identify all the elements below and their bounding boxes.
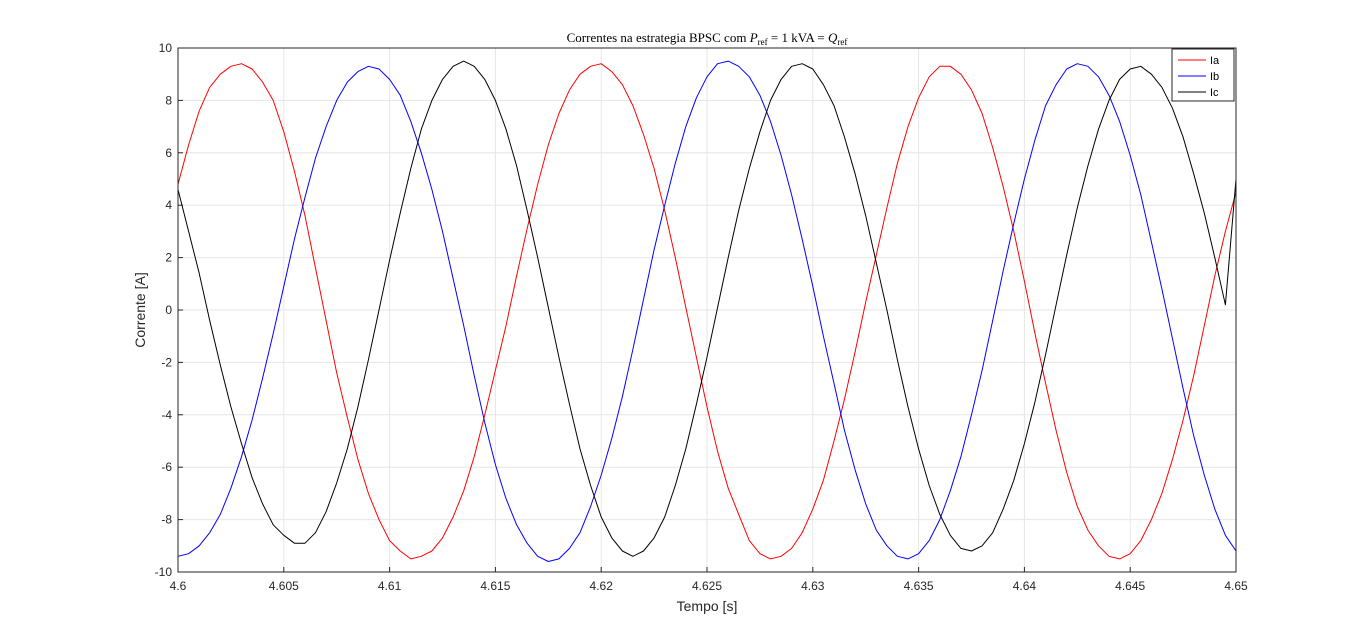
title-q-sub: ref xyxy=(837,37,847,47)
series-layer xyxy=(177,60,1237,562)
chart-title: Correntes na estrategia BPSC com Pref = … xyxy=(567,30,848,47)
title-middle: = 1 kVA = xyxy=(768,30,828,45)
svg-text:Correntes na estrategia BPSC c: Correntes na estrategia BPSC com Pref = … xyxy=(567,30,848,47)
title-q-var: Q xyxy=(828,30,838,45)
series-line-ic xyxy=(177,60,1237,557)
x-tick-label: 4.645 xyxy=(1115,579,1145,593)
x-axis-label: Tempo [s] xyxy=(677,598,738,614)
x-tick-label: 4.625 xyxy=(692,579,722,593)
title-p-sub: ref xyxy=(758,37,768,47)
y-axis-label: Corrente [A] xyxy=(132,272,148,347)
legend-label-ic: Ic xyxy=(1210,87,1219,99)
x-tick-label: 4.62 xyxy=(590,579,614,593)
title-p-var: P xyxy=(749,30,758,45)
series-line-ia xyxy=(177,63,1237,560)
y-tick-label: -6 xyxy=(161,460,172,474)
x-tick-label: 4.65 xyxy=(1224,579,1248,593)
x-tick-label: 4.615 xyxy=(480,579,510,593)
y-tick-label: 8 xyxy=(165,93,172,107)
x-tick-label: 4.63 xyxy=(801,579,825,593)
y-tick-label: -10 xyxy=(155,565,173,579)
x-axis-ticks: 4.6 4.605 4.61 4.615 4.62 4.625 4.63 4.635 4.64 4… xyxy=(170,567,1248,593)
legend: Ia Ib Ic xyxy=(1171,48,1235,102)
x-tick-label: 4.64 xyxy=(1013,579,1037,593)
y-tick-label: -8 xyxy=(161,513,172,527)
x-tick-label: 4.605 xyxy=(269,579,299,593)
legend-label-ia: Ia xyxy=(1210,55,1220,67)
x-tick-label: 4.6 xyxy=(170,579,187,593)
series-line-ib xyxy=(177,60,1237,562)
y-tick-label: 2 xyxy=(165,251,172,265)
y-tick-label: 6 xyxy=(165,146,172,160)
x-tick-label: 4.635 xyxy=(904,579,934,593)
y-tick-label: 4 xyxy=(165,198,172,212)
y-axis-ticks: 10 8 6 4 2 0 -2 -4 -6 -8 -10 xyxy=(155,41,183,579)
y-tick-label: 10 xyxy=(159,41,173,55)
legend-box xyxy=(1171,48,1235,102)
x-tick-label: 4.61 xyxy=(378,579,402,593)
title-prefix: Correntes na estrategia BPSC com xyxy=(567,30,750,45)
plot-area: 4.6 4.605 4.61 4.615 4.62 4.625 4.63 4.635 4.64 4… xyxy=(155,41,1248,593)
legend-label-ib: Ib xyxy=(1210,71,1219,83)
y-tick-label: -2 xyxy=(161,355,172,369)
y-tick-label: -4 xyxy=(161,408,172,422)
y-tick-label: 0 xyxy=(165,303,172,317)
